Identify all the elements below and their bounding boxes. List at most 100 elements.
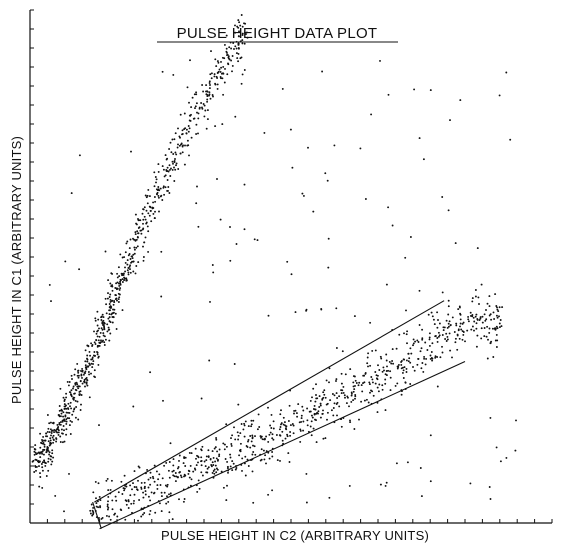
data-point xyxy=(165,158,168,161)
data-point xyxy=(50,434,52,437)
data-point xyxy=(73,408,76,411)
data-point xyxy=(241,457,244,460)
data-point xyxy=(157,194,160,197)
data-point xyxy=(63,510,65,513)
data-point xyxy=(335,378,338,381)
data-point xyxy=(350,392,353,395)
data-point xyxy=(102,316,105,319)
data-point xyxy=(368,383,371,386)
data-point xyxy=(409,236,412,238)
data-point xyxy=(287,420,290,422)
data-point xyxy=(332,407,335,409)
data-point xyxy=(268,457,271,460)
data-point xyxy=(325,403,328,406)
data-point xyxy=(281,439,284,442)
data-point xyxy=(309,410,312,413)
data-point xyxy=(237,60,240,63)
data-point xyxy=(187,469,190,472)
data-point xyxy=(88,350,91,353)
data-point xyxy=(247,425,250,428)
data-point xyxy=(72,410,75,413)
data-point xyxy=(182,462,185,465)
data-point xyxy=(379,59,381,62)
data-point xyxy=(344,373,347,376)
data-point xyxy=(282,416,285,419)
data-point xyxy=(166,179,169,181)
data-point xyxy=(99,499,102,502)
data-point xyxy=(42,453,45,456)
data-point xyxy=(142,227,145,230)
data-point xyxy=(264,454,267,457)
data-point xyxy=(129,494,132,497)
data-point xyxy=(382,366,385,369)
data-point xyxy=(135,223,138,226)
data-point xyxy=(451,356,453,359)
data-point xyxy=(480,337,483,340)
data-point xyxy=(487,338,489,341)
data-point xyxy=(73,392,76,395)
data-point xyxy=(174,472,177,474)
data-point xyxy=(175,164,177,167)
data-point xyxy=(47,457,50,460)
data-point xyxy=(300,417,303,420)
data-point xyxy=(59,441,62,443)
data-point xyxy=(233,363,236,365)
data-point xyxy=(367,365,369,368)
data-point xyxy=(166,485,169,488)
data-point xyxy=(144,194,147,197)
data-point xyxy=(108,313,111,316)
data-point xyxy=(412,342,415,345)
data-point xyxy=(112,308,114,311)
data-point xyxy=(92,363,94,365)
data-point xyxy=(286,435,289,438)
data-point xyxy=(86,384,89,387)
data-point xyxy=(395,347,398,350)
data-point xyxy=(400,363,403,366)
data-point xyxy=(160,194,163,197)
data-point xyxy=(352,390,355,393)
data-point xyxy=(178,454,181,457)
data-point xyxy=(241,32,244,35)
data-point xyxy=(143,215,146,218)
data-point xyxy=(149,476,152,479)
data-point xyxy=(320,308,323,311)
data-point xyxy=(250,425,253,428)
data-point xyxy=(174,158,176,160)
data-point xyxy=(188,476,191,479)
data-point xyxy=(403,358,406,361)
data-point xyxy=(267,314,270,317)
data-point xyxy=(87,371,90,373)
data-point xyxy=(238,30,240,33)
data-point xyxy=(52,456,55,459)
data-point xyxy=(272,427,275,430)
data-point xyxy=(127,267,130,269)
data-point xyxy=(291,166,294,169)
data-point xyxy=(430,351,433,353)
data-point xyxy=(99,331,102,334)
data-point xyxy=(392,362,395,365)
data-point xyxy=(212,470,215,472)
data-point xyxy=(421,337,424,340)
data-point xyxy=(41,469,44,472)
data-point xyxy=(84,360,87,363)
data-point xyxy=(111,289,114,292)
data-point xyxy=(72,385,75,388)
data-point xyxy=(183,163,186,166)
data-point xyxy=(223,57,226,60)
data-point xyxy=(133,246,136,249)
data-point xyxy=(231,434,234,437)
data-point xyxy=(124,251,127,254)
data-point xyxy=(217,61,220,64)
data-point xyxy=(405,309,407,312)
data-point xyxy=(305,501,308,504)
data-point xyxy=(188,451,191,454)
data-point xyxy=(384,484,387,487)
data-point xyxy=(70,407,73,410)
data-point xyxy=(384,409,387,412)
data-point xyxy=(405,367,408,370)
data-point xyxy=(66,380,69,383)
data-point xyxy=(42,448,45,451)
data-point xyxy=(405,359,408,362)
data-point xyxy=(461,322,464,325)
data-point xyxy=(418,289,421,292)
